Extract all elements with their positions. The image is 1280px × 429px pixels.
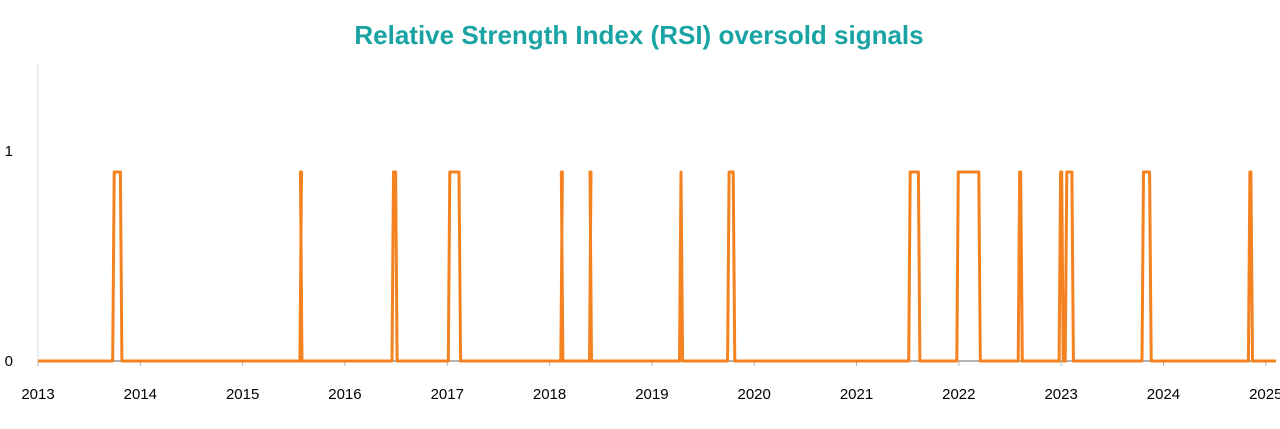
x-tick-label: 2013	[21, 386, 54, 403]
x-tick-label: 2022	[942, 386, 975, 403]
x-tick-label: 2020	[738, 386, 771, 403]
x-tick-label: 2019	[635, 386, 668, 403]
x-tick-label: 2016	[328, 386, 361, 403]
x-tick-label: 2025	[1249, 386, 1280, 403]
x-tick-label: 2023	[1044, 386, 1077, 403]
x-tick-label: 2024	[1147, 386, 1180, 403]
series-line	[38, 170, 1276, 363]
x-tick-label: 2014	[124, 386, 157, 403]
chart-title: Relative Strength Index (RSI) oversold s…	[354, 20, 923, 50]
y-tick-label: 1	[5, 143, 13, 160]
series-layer	[38, 170, 1276, 363]
x-tick-label: 2018	[533, 386, 566, 403]
x-tick-label: 2021	[840, 386, 873, 403]
y-tick-label: 0	[5, 353, 13, 370]
axes: 0 1 2013 2014 2015 2016 2017 2018 2019 2020 2021 20…	[5, 64, 1280, 403]
x-tick-label: 2015	[226, 386, 259, 403]
x-tick-label: 2017	[431, 386, 464, 403]
